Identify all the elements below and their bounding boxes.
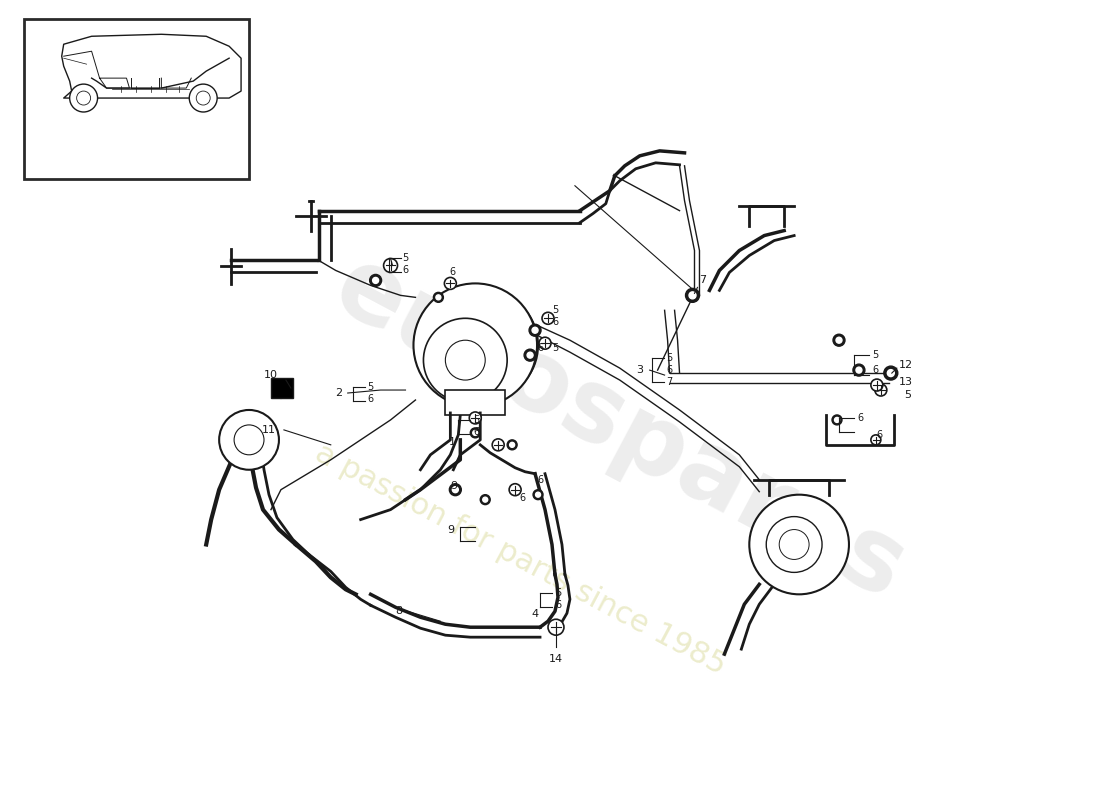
- Circle shape: [874, 384, 887, 396]
- Circle shape: [428, 290, 538, 400]
- Circle shape: [436, 295, 441, 300]
- Text: 5: 5: [904, 390, 911, 400]
- Circle shape: [524, 349, 536, 361]
- Text: 3: 3: [636, 365, 644, 375]
- Circle shape: [832, 415, 842, 425]
- Circle shape: [529, 324, 541, 336]
- Circle shape: [446, 340, 485, 380]
- Text: 10: 10: [264, 370, 278, 380]
- Circle shape: [685, 288, 700, 302]
- Circle shape: [542, 312, 554, 324]
- Text: 6: 6: [857, 413, 864, 423]
- Circle shape: [77, 91, 90, 105]
- Circle shape: [534, 490, 543, 500]
- Text: 5: 5: [552, 306, 558, 315]
- Circle shape: [779, 530, 810, 559]
- Text: eurospares: eurospares: [318, 238, 922, 621]
- Circle shape: [483, 497, 487, 502]
- Text: 5: 5: [403, 254, 409, 263]
- Text: 5: 5: [556, 588, 561, 598]
- Text: 1: 1: [449, 437, 455, 447]
- Bar: [271, 378, 293, 398]
- Circle shape: [492, 439, 504, 451]
- Circle shape: [471, 428, 481, 438]
- Bar: [446, 390, 505, 415]
- Circle shape: [509, 442, 515, 447]
- Circle shape: [548, 619, 564, 635]
- Bar: [24, 19, 249, 178]
- Circle shape: [196, 91, 210, 105]
- Circle shape: [384, 258, 397, 273]
- Circle shape: [414, 283, 537, 407]
- Text: 5: 5: [872, 350, 878, 360]
- Circle shape: [444, 278, 456, 290]
- Circle shape: [481, 494, 491, 505]
- Circle shape: [473, 430, 477, 435]
- Circle shape: [852, 364, 865, 376]
- Text: 6: 6: [449, 267, 455, 278]
- Text: a passion for parts since 1985: a passion for parts since 1985: [310, 438, 730, 681]
- Text: 6: 6: [403, 266, 408, 275]
- Circle shape: [452, 486, 459, 493]
- Circle shape: [767, 517, 822, 572]
- Text: 5: 5: [367, 382, 374, 392]
- Text: 7: 7: [698, 275, 706, 286]
- Circle shape: [527, 352, 534, 358]
- Circle shape: [234, 425, 264, 455]
- Text: 4: 4: [531, 610, 539, 619]
- Circle shape: [883, 366, 898, 380]
- Text: 6: 6: [552, 318, 558, 327]
- Circle shape: [856, 367, 862, 373]
- Text: 11: 11: [262, 425, 276, 435]
- Circle shape: [470, 412, 481, 424]
- Text: 6: 6: [367, 394, 374, 404]
- Circle shape: [69, 84, 98, 112]
- Circle shape: [219, 410, 279, 470]
- Text: 6: 6: [519, 493, 525, 502]
- Circle shape: [539, 338, 551, 349]
- Text: 2: 2: [336, 388, 342, 398]
- Text: 6: 6: [556, 600, 561, 610]
- Circle shape: [373, 278, 378, 283]
- Circle shape: [507, 440, 517, 450]
- Text: 9: 9: [450, 481, 456, 490]
- Text: 6: 6: [537, 474, 543, 485]
- Circle shape: [689, 292, 696, 299]
- Text: 14: 14: [549, 654, 563, 664]
- Circle shape: [536, 492, 540, 497]
- Text: 8: 8: [395, 606, 403, 616]
- Circle shape: [532, 327, 538, 334]
- Text: 5: 5: [552, 343, 558, 353]
- Text: 9: 9: [447, 525, 454, 534]
- Circle shape: [509, 484, 521, 496]
- Text: 5: 5: [473, 415, 480, 425]
- Circle shape: [433, 292, 443, 302]
- Text: 12: 12: [899, 360, 913, 370]
- Text: 6: 6: [473, 427, 480, 437]
- Text: 13: 13: [899, 377, 913, 387]
- Circle shape: [189, 84, 217, 112]
- Text: 5: 5: [667, 353, 673, 363]
- Circle shape: [888, 370, 894, 377]
- Text: 7: 7: [667, 377, 673, 387]
- Circle shape: [871, 435, 881, 445]
- Text: 6: 6: [872, 365, 878, 375]
- Circle shape: [424, 318, 507, 402]
- Circle shape: [836, 338, 842, 343]
- Circle shape: [450, 484, 461, 496]
- Circle shape: [835, 418, 839, 422]
- Circle shape: [871, 379, 883, 391]
- Circle shape: [370, 274, 382, 286]
- Text: 6: 6: [877, 430, 883, 440]
- Circle shape: [749, 494, 849, 594]
- Circle shape: [833, 334, 845, 346]
- Text: 6: 6: [667, 365, 673, 375]
- Text: 6: 6: [537, 343, 543, 353]
